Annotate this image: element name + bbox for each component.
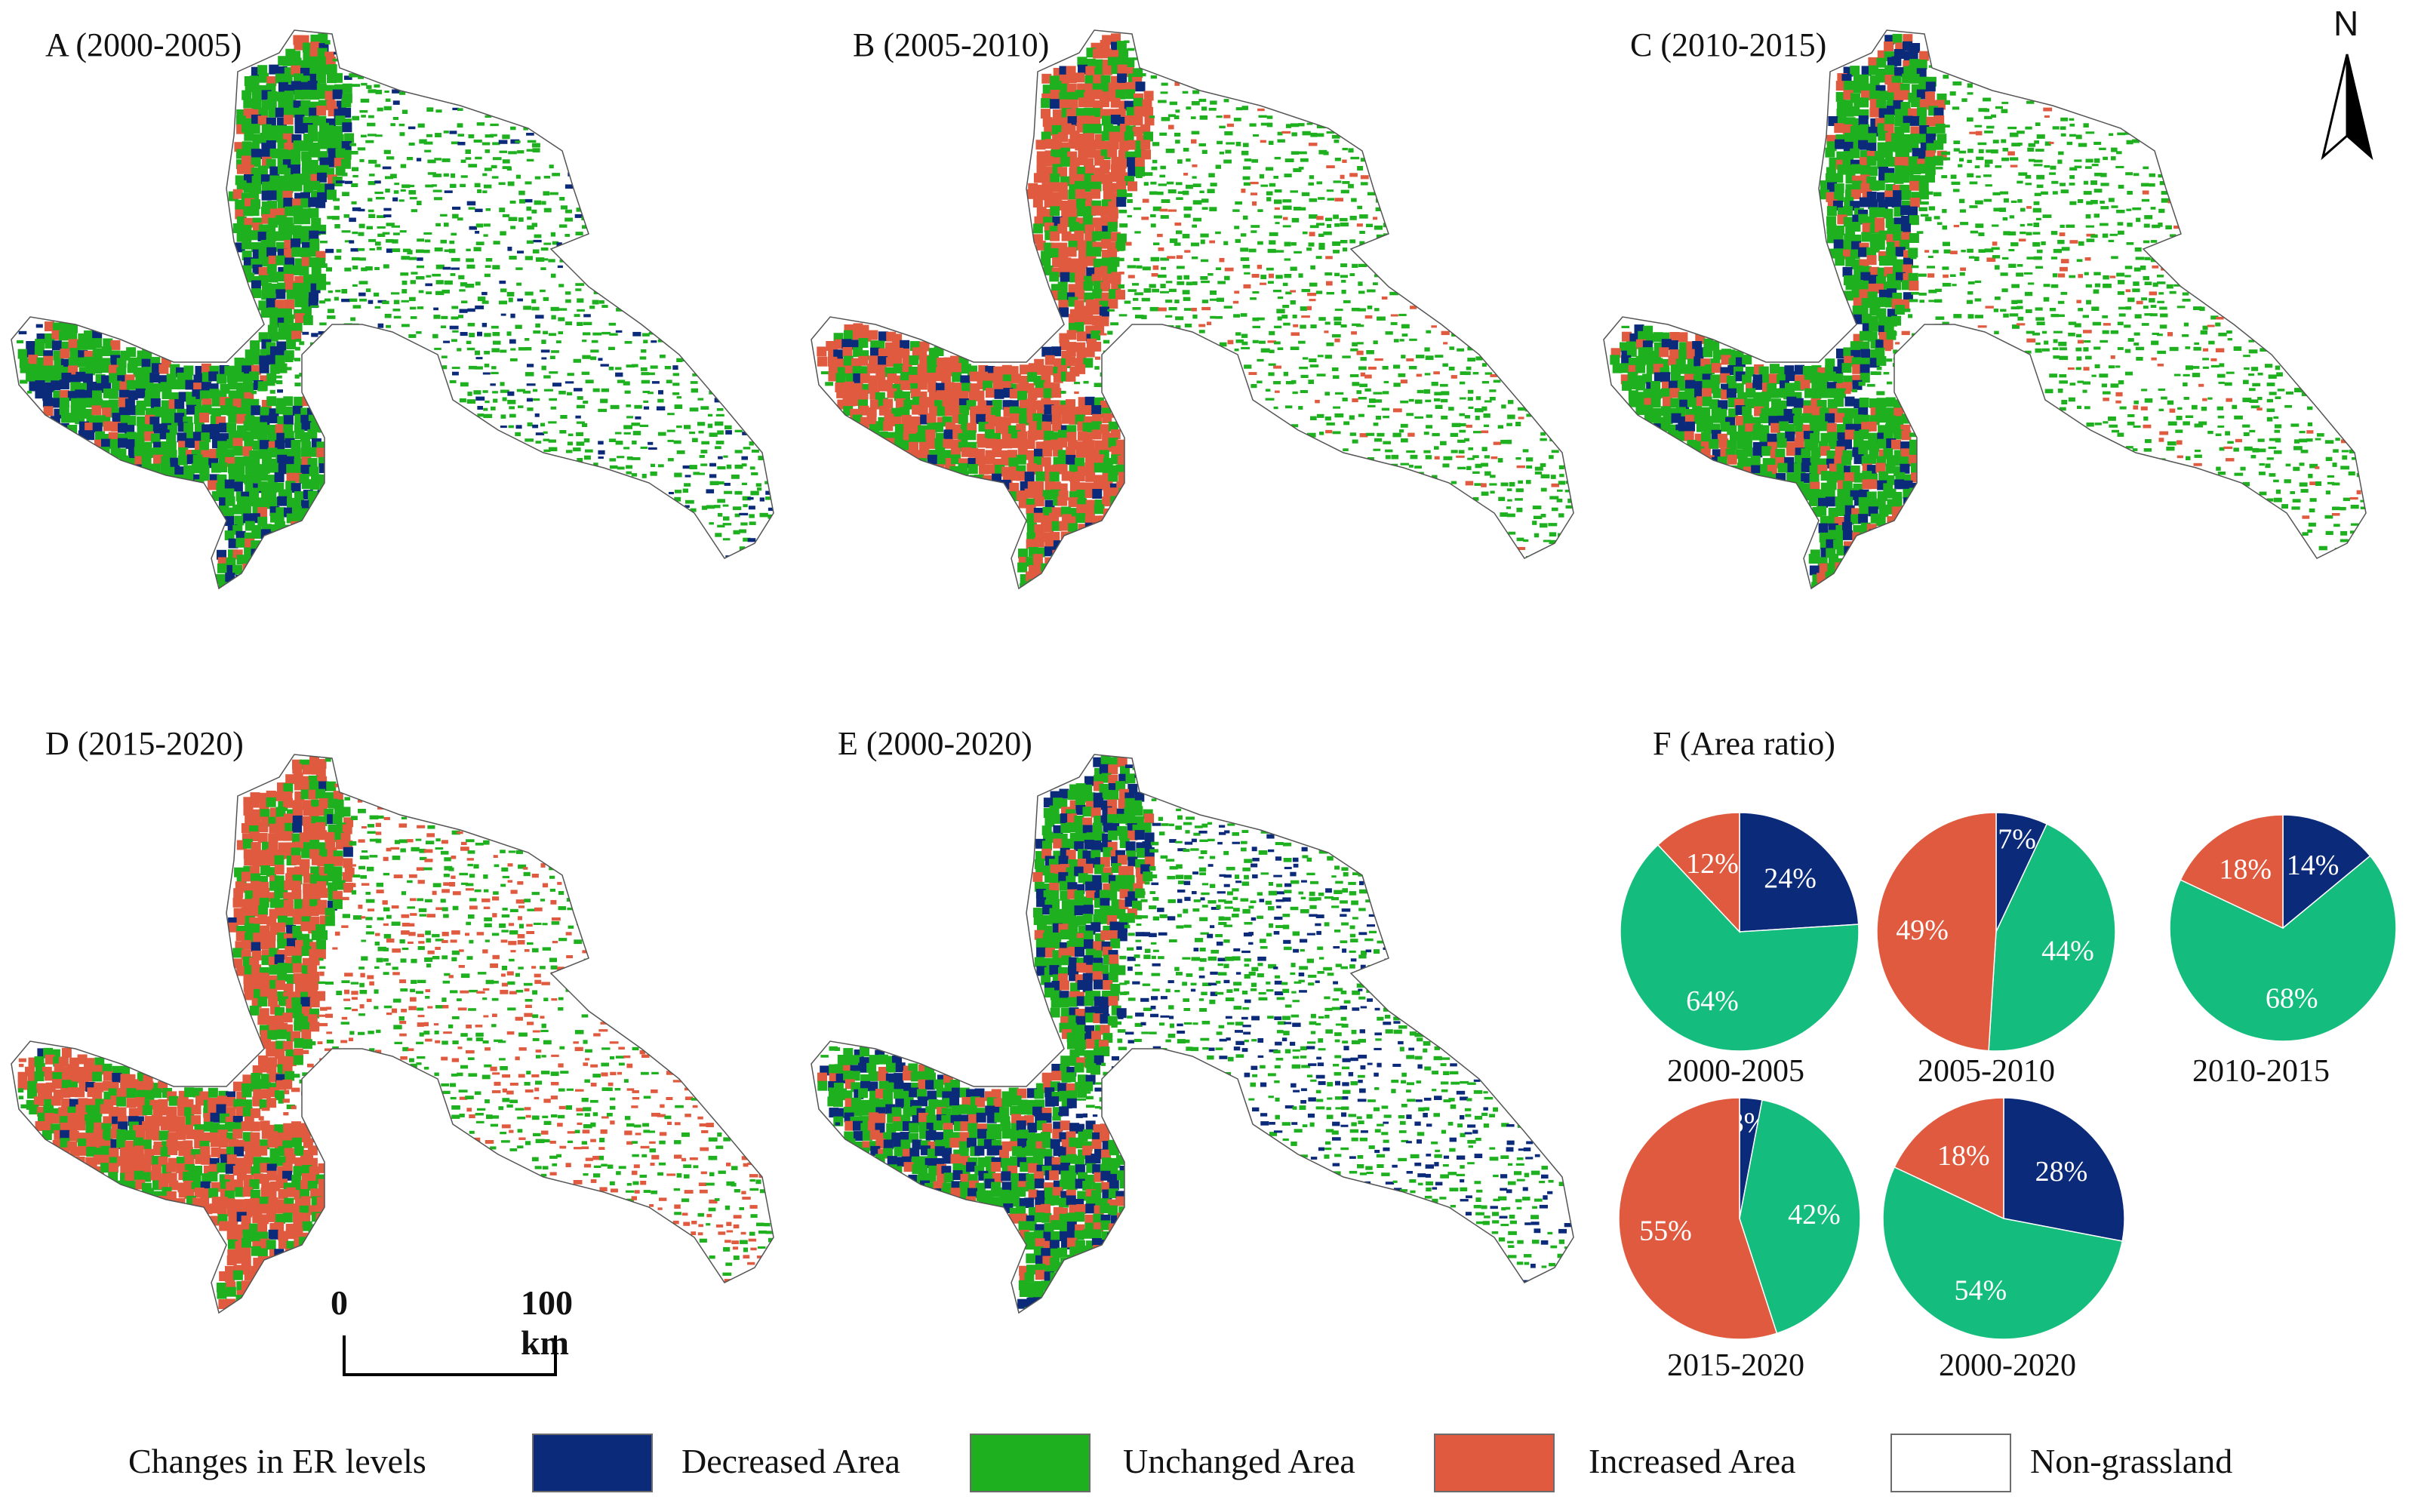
pie-slice [1739, 812, 1860, 933]
legend-swatch-decreased [532, 1434, 653, 1492]
panel-title-a: A (2000-2005) [45, 26, 242, 63]
pie-slice-label: 49% [1896, 914, 1949, 946]
pie-slice-label: 44% [2041, 935, 2094, 967]
pie-slice-label: 55% [1639, 1215, 1692, 1247]
pie-slice [2003, 1097, 2125, 1242]
pie-charts: 24%64%12%7%44%49%14%68%18%3%42%55%28%54%… [1618, 812, 2397, 1340]
pie-caption: 2005-2010 [1918, 1054, 2055, 1089]
pie-slice [1882, 1166, 2124, 1340]
pie-slice [1620, 844, 1860, 1052]
pie-slice [1893, 1097, 2004, 1220]
pie-slice-label: 68% [2266, 982, 2318, 1014]
pie-slice-label: 18% [2219, 854, 2272, 886]
area-ratio-title: F (Area ratio) [1653, 725, 1835, 762]
legend-label-increased: Increased Area [1589, 1442, 1796, 1480]
map-c [1603, 29, 2367, 590]
map-panel-d: D (2015-2020) [0, 724, 800, 1343]
pie-slice [1876, 812, 1997, 1052]
legend-swatch-unchanged [970, 1434, 1091, 1492]
panel-title-e: E (2000-2020) [838, 725, 1032, 762]
pie-slice-label: 64% [1686, 985, 1739, 1017]
legend-label-unchanged: Unchanged Area [1123, 1442, 1355, 1480]
north-label: N [2333, 4, 2359, 43]
legend-label-nongrassland: Non-grassland [2030, 1442, 2233, 1480]
pie-slice [2282, 814, 2371, 930]
north-arrow-icon [2321, 54, 2373, 161]
map-panel-c: C (2010-2015) [1592, 0, 2392, 619]
map-panel-a: A (2000-2005) [0, 0, 800, 619]
pie-slice-label: 14% [2287, 850, 2340, 881]
map-e [811, 754, 1574, 1314]
pie-slice [1657, 812, 1740, 933]
panel-title-c: C (2010-2015) [1630, 26, 1827, 63]
map-panel-b: B (2005-2010) [800, 0, 1600, 619]
map-d [11, 754, 774, 1314]
area-ratio-panel: F (Area ratio) 24% 64% 12% 7% 44% 49% 14% 68% 18… [1615, 724, 2418, 1403]
pie-slice [1618, 1097, 1778, 1340]
pie-slice [1739, 1099, 1861, 1335]
pie-slice-label: 42% [1788, 1199, 1841, 1231]
legend: Changes in ER levels Decreased Area Unch… [113, 1434, 2302, 1494]
pie-slice [1988, 823, 2116, 1052]
scale-bar: 0 100 km [325, 1283, 581, 1381]
legend-title: Changes in ER levels [128, 1442, 426, 1480]
map-a [11, 29, 774, 590]
pie-caption: 2000-2020 [1939, 1348, 2076, 1383]
pie-slice-label: 28% [2035, 1156, 2088, 1188]
panel-title-b: B (2005-2010) [853, 26, 1050, 63]
scale-line [343, 1335, 557, 1376]
pie-slice [2180, 814, 2284, 930]
panel-title-d: D (2015-2020) [45, 725, 244, 762]
pie-slice-label: 24% [1764, 863, 1817, 895]
pie-caption: 2010-2015 [2192, 1054, 2330, 1089]
map-panel-e: E (2000-2020) [800, 724, 1600, 1343]
legend-swatch-nongrassland [1890, 1434, 2011, 1492]
pie-caption: 2015-2020 [1667, 1348, 1804, 1383]
legend-label-decreased: Decreased Area [681, 1442, 900, 1480]
map-b [811, 29, 1574, 590]
pie-slice-label: 54% [1954, 1274, 2007, 1306]
legend-swatch-increased [1434, 1434, 1555, 1492]
pie-caption: 2000-2005 [1667, 1054, 1804, 1089]
pie-slice-label: 7% [1998, 824, 2036, 856]
pie-slice-label: 18% [1937, 1140, 1990, 1172]
pie-slice-label: 12% [1686, 848, 1739, 880]
scale-end-label: 100 km [521, 1283, 573, 1362]
scale-start-label: 0 [331, 1283, 348, 1322]
pie-slice [2169, 855, 2397, 1042]
